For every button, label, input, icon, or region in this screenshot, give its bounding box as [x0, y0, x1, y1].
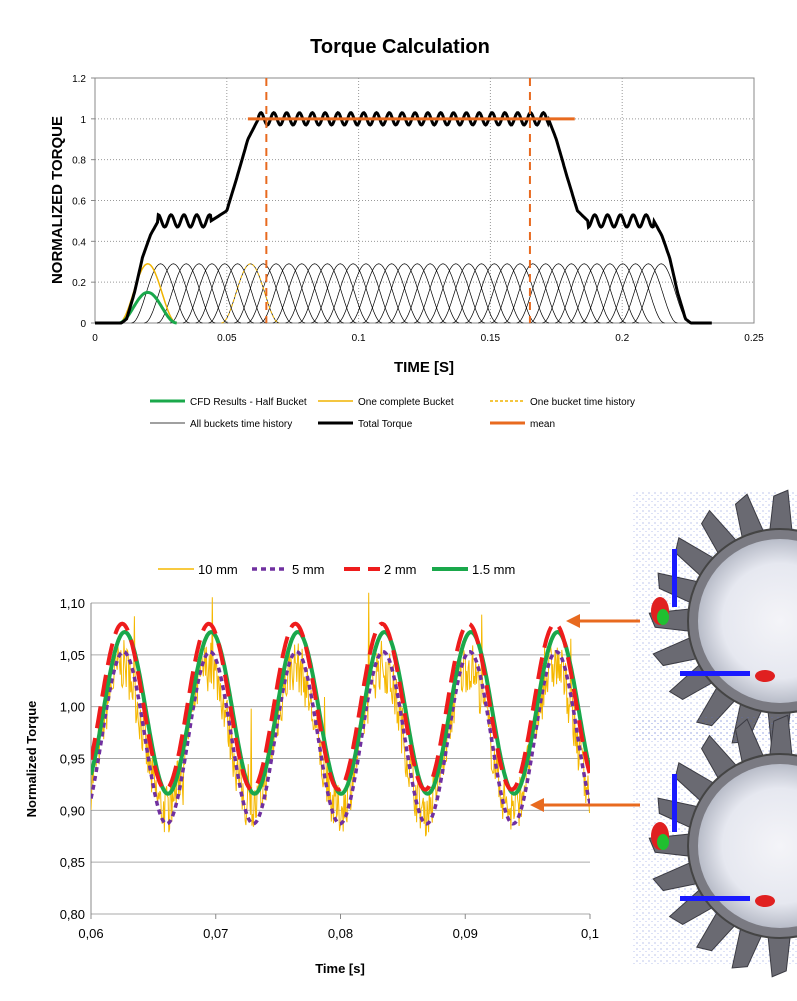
legend-label: 10 mm	[198, 562, 238, 577]
y-tick-label: 0.4	[72, 237, 86, 248]
x-tick-label: 0.1	[352, 333, 366, 344]
runner-hub	[698, 539, 797, 703]
y-tick-label: 0,85	[60, 855, 85, 870]
x-tick-label: 0.05	[217, 333, 237, 344]
legend: 10 mm 5 mm 2 mm 1.5 mm	[158, 562, 515, 577]
legend: CFD Results - Half Bucket One complete Bu…	[150, 397, 635, 430]
series-line-2-mm	[91, 621, 590, 792]
jet-bar	[672, 549, 677, 607]
series-line-5-mm	[91, 649, 590, 826]
arrow-head	[566, 614, 580, 628]
pressure-hotspot	[657, 834, 669, 850]
one-bucket-time-history-line	[221, 263, 280, 324]
ticks: 0,80 0,85 0,90 0,95 1,00 1,05 1,10 0,06 0,07 0,08…	[60, 596, 599, 941]
x-tick-label: 0,06	[78, 926, 103, 941]
legend-label: CFD Results - Half Bucket	[190, 397, 307, 408]
pressure-hotspot	[755, 895, 775, 907]
chart-title: Torque Calculation	[310, 36, 490, 58]
x-tick-label: 0,08	[328, 926, 353, 941]
torque-calculation-chart: Torque Calculation 0 0.05 0.1 0.15 0.2 0.2500…	[49, 36, 764, 430]
series-group	[91, 592, 590, 837]
runner-hub	[698, 764, 797, 928]
y-tick-label: 0.8	[72, 156, 86, 167]
y-axis-label: NORMALIZED TORQUE	[49, 116, 66, 284]
x-tick-label: 0,07	[203, 926, 228, 941]
plot-area	[94, 77, 755, 324]
legend-label: One complete Bucket	[358, 397, 454, 408]
jet-bar	[680, 671, 750, 676]
x-tick-label: 0,1	[581, 926, 599, 941]
x-tick-label: 0.15	[481, 333, 501, 344]
all-buckets-series	[118, 263, 691, 324]
legend-label: 1.5 mm	[472, 562, 515, 577]
series-group	[95, 78, 712, 325]
x-tick-label: 0	[92, 333, 98, 344]
ticks: 0 0.05 0.1 0.15 0.2 0.25 0 0.2 0.4 0.6 0.8 1 1.2	[72, 74, 764, 344]
pressure-hotspot	[657, 609, 669, 625]
legend-label: mean	[530, 419, 555, 430]
y-tick-label: 1	[80, 115, 86, 126]
y-tick-label: 1,05	[60, 648, 85, 663]
runner-render-top	[633, 489, 797, 753]
y-tick-label: 1,00	[60, 700, 85, 715]
arrow-head	[530, 798, 544, 812]
series-line-10-mm	[91, 592, 590, 837]
y-tick-label: 0,95	[60, 752, 85, 767]
legend-label: 2 mm	[384, 562, 417, 577]
arrows	[530, 614, 640, 812]
x-tick-label: 0,09	[453, 926, 478, 941]
pressure-hotspot	[755, 670, 775, 682]
legend-label: One bucket time history	[530, 397, 635, 408]
y-tick-label: 0,80	[60, 907, 85, 922]
x-axis-label: TIME [S]	[394, 359, 454, 376]
bucket-pulse-line	[632, 263, 691, 324]
y-tick-label: 0.6	[72, 197, 86, 208]
bucket-pulse-line	[606, 263, 665, 324]
total-torque-line	[95, 110, 712, 325]
y-tick-label: 0,90	[60, 803, 85, 818]
bucket-shape	[767, 932, 792, 978]
y-tick-label: 1,10	[60, 596, 85, 611]
legend-label: All buckets time history	[190, 419, 292, 430]
y-tick-label: 1.2	[72, 74, 86, 85]
legend-label: 5 mm	[292, 562, 325, 577]
jet-bar	[672, 774, 677, 832]
runner-render-bottom	[633, 714, 797, 978]
y-axis-label: Normalized Torque	[24, 701, 39, 818]
x-axis-label: Time [s]	[315, 961, 365, 976]
mesh-comparison-chart: 10 mm 5 mm 2 mm 1.5 mm 0,80 0,85 0,90 0,95 1,00…	[24, 489, 797, 978]
x-tick-label: 0.25	[744, 333, 764, 344]
bucket-pulse-line	[619, 263, 678, 324]
legend-label: Total Torque	[358, 419, 413, 430]
x-tick-label: 0.2	[615, 333, 629, 344]
jet-bar	[680, 896, 750, 901]
y-tick-label: 0.2	[72, 278, 86, 289]
y-tick-label: 0	[80, 319, 86, 330]
